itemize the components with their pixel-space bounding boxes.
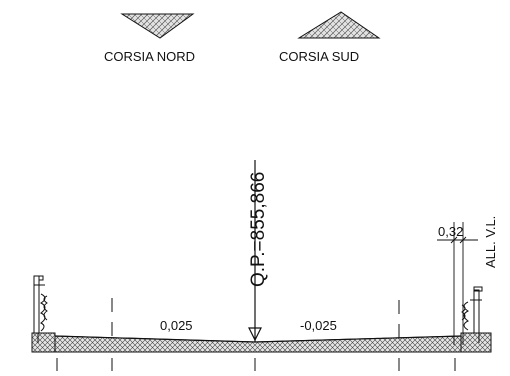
- left-guardrail: [33, 275, 48, 343]
- north-lane-label: CORSIA NORD: [104, 49, 195, 64]
- elevation-marker: [248, 160, 262, 342]
- right-guardrail: [461, 286, 483, 343]
- south-lane-symbol: [297, 11, 381, 39]
- offset-dimension: [437, 222, 478, 345]
- elevation-label: Q.P.=855,866: [248, 172, 269, 287]
- slope-right-label: -0,025: [300, 318, 337, 333]
- lane-dividers: [56, 298, 456, 371]
- guardrail-label: ALL. V.L.: [483, 216, 498, 268]
- road-deck: [31, 332, 492, 353]
- north-lane-symbol: [120, 13, 195, 39]
- offset-dimension-label: 0,32: [438, 224, 463, 239]
- south-lane-label: CORSIA SUD: [279, 49, 359, 64]
- slope-left-label: 0,025: [160, 318, 193, 333]
